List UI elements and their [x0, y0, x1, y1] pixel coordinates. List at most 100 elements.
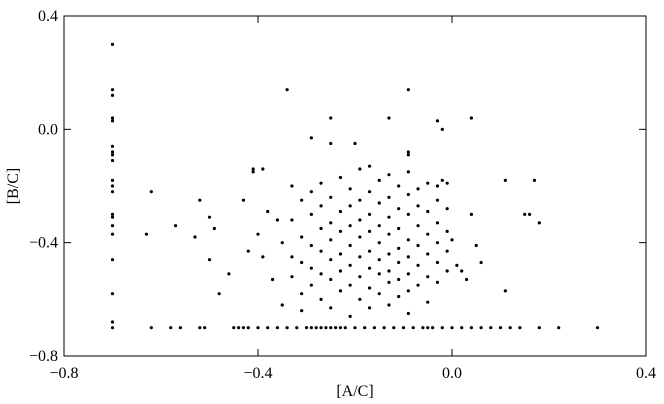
point [367, 249, 372, 253]
point [338, 326, 343, 330]
point [595, 326, 600, 330]
point [241, 198, 246, 202]
point [251, 170, 255, 174]
point [110, 292, 115, 296]
point [401, 326, 406, 330]
point [450, 326, 454, 330]
point [367, 212, 372, 216]
point [426, 275, 430, 279]
point [329, 195, 333, 199]
point [416, 187, 420, 191]
point [348, 187, 352, 191]
point [203, 326, 207, 330]
point [319, 326, 323, 330]
point [275, 218, 279, 222]
point [266, 209, 270, 214]
point [358, 218, 362, 222]
point [290, 275, 294, 279]
point [348, 204, 352, 208]
point [261, 167, 265, 171]
point [110, 158, 115, 163]
point [353, 141, 357, 146]
point [338, 229, 343, 233]
x-tick-label: 0.0 [442, 365, 462, 382]
point [469, 116, 473, 120]
point [387, 116, 391, 120]
y-tick-label: −0.8 [29, 348, 58, 365]
point [479, 260, 483, 265]
point [377, 178, 381, 182]
point [431, 326, 435, 330]
point [110, 232, 115, 236]
point [508, 326, 512, 330]
point [241, 326, 246, 330]
point [319, 297, 323, 301]
point [498, 326, 503, 330]
point [217, 292, 221, 296]
point [309, 326, 313, 330]
point [338, 269, 343, 273]
point [416, 283, 420, 287]
point [285, 326, 289, 330]
point [110, 116, 115, 120]
point [110, 258, 115, 262]
point [406, 255, 410, 259]
point [198, 198, 202, 202]
point [377, 272, 381, 276]
point [290, 218, 294, 222]
point [382, 326, 386, 330]
point [363, 326, 367, 330]
point [557, 326, 561, 330]
point [397, 207, 401, 211]
point [387, 303, 391, 307]
point [110, 326, 115, 330]
point [110, 320, 115, 324]
point [358, 167, 362, 171]
point [348, 224, 352, 228]
point [110, 93, 115, 97]
point [110, 190, 115, 194]
point [406, 192, 410, 197]
point [319, 226, 323, 231]
point [319, 272, 323, 276]
point [110, 144, 115, 148]
point [406, 150, 410, 154]
point [329, 238, 333, 242]
point [387, 195, 391, 199]
point [358, 255, 362, 259]
point [411, 326, 415, 330]
y-tick-label: 0.0 [38, 121, 58, 138]
point [256, 326, 260, 330]
point [537, 221, 541, 225]
point [445, 229, 449, 233]
point [445, 269, 449, 273]
x-axis-label: [A/C] [336, 383, 373, 400]
point [397, 246, 401, 250]
point [532, 178, 537, 182]
point [435, 184, 440, 188]
point [392, 326, 396, 330]
point [338, 175, 343, 180]
point [406, 272, 410, 276]
point [110, 224, 115, 228]
point [338, 209, 343, 214]
point [474, 243, 478, 248]
point [110, 184, 115, 188]
point [237, 326, 241, 330]
point [324, 326, 328, 330]
point [426, 232, 430, 236]
point [489, 326, 493, 330]
point [251, 167, 255, 171]
point [207, 215, 212, 219]
point [193, 235, 197, 239]
point [387, 173, 391, 177]
point [178, 326, 182, 330]
point [329, 116, 333, 120]
plot-frame [63, 15, 647, 357]
point [406, 289, 410, 293]
point [110, 153, 115, 157]
point [416, 224, 420, 228]
point [406, 238, 410, 242]
point [387, 269, 391, 273]
